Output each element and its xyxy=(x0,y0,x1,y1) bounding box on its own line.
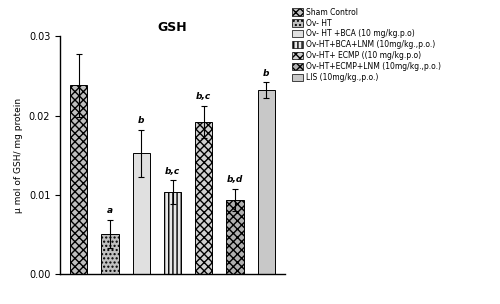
Bar xyxy=(226,200,244,274)
Bar xyxy=(102,234,118,274)
Legend: Sham Control, Ov- HT, Ov- HT +BCA (10 mg/kg.p.o), Ov-HT+BCA+LNM (10mg/kg.,p.o.),: Sham Control, Ov- HT, Ov- HT +BCA (10 mg… xyxy=(290,6,442,84)
Bar xyxy=(70,85,87,274)
Bar xyxy=(164,192,181,274)
Text: b,c: b,c xyxy=(196,92,212,101)
Title: GSH: GSH xyxy=(158,21,188,34)
Bar xyxy=(132,154,150,274)
Text: b: b xyxy=(138,116,144,125)
Text: b,c: b,c xyxy=(165,167,180,176)
Bar xyxy=(258,90,275,274)
Y-axis label: μ mol of GSH/ mg protein: μ mol of GSH/ mg protein xyxy=(14,98,23,212)
Text: b,d: b,d xyxy=(227,175,243,184)
Text: a: a xyxy=(107,206,113,215)
Text: b: b xyxy=(263,69,270,78)
Bar xyxy=(195,122,212,274)
